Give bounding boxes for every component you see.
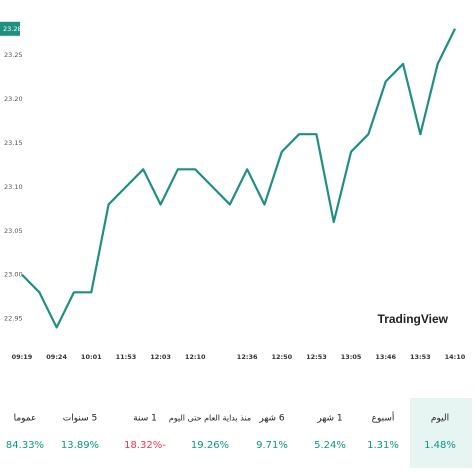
y-tick-label: 23.05 bbox=[4, 227, 23, 235]
period-label: منذ بداية العام حتى اليوم bbox=[169, 414, 251, 423]
x-tick-label: 12:50 bbox=[271, 353, 292, 361]
y-tick-label: 22.95 bbox=[4, 315, 23, 323]
period-value: 19.26% bbox=[191, 440, 229, 451]
x-tick-label: 09:19 bbox=[12, 353, 33, 361]
period-value: 9.71% bbox=[256, 440, 288, 451]
period-value: 18.32%- bbox=[124, 440, 166, 451]
period-value: 5.24% bbox=[314, 440, 346, 451]
period-value: 84.33% bbox=[6, 440, 44, 451]
x-tick-label: 13:53 bbox=[410, 353, 431, 361]
x-tick-label: 12:03 bbox=[150, 353, 171, 361]
price-line bbox=[21, 28, 456, 329]
y-tick-label: 23.10 bbox=[4, 183, 23, 191]
period-value: 1.48% bbox=[424, 440, 456, 451]
period-label: 1 شهر bbox=[316, 414, 342, 424]
period-value: 13.89% bbox=[61, 440, 99, 451]
period-label: 6 شهر bbox=[258, 414, 285, 424]
period-label: عموما bbox=[14, 414, 37, 424]
x-tick-label: 12:36 bbox=[237, 353, 258, 361]
period-label: اليوم bbox=[431, 414, 449, 424]
period-label: 1 سنة bbox=[133, 414, 157, 424]
x-tick-label: 12:53 bbox=[306, 353, 327, 361]
x-tick-label: 13:05 bbox=[341, 353, 362, 361]
x-tick-label: 09:24 bbox=[46, 353, 67, 361]
x-tick-label: 13:46 bbox=[375, 353, 396, 361]
period-value: 1.31% bbox=[367, 440, 399, 451]
y-tick-label: 23.00 bbox=[4, 271, 23, 279]
last-value-label: 23.28 bbox=[3, 25, 22, 33]
x-tick-label: 12:10 bbox=[185, 353, 206, 361]
period-label: 5 سنوات bbox=[63, 414, 97, 424]
watermark: TradingView bbox=[378, 312, 449, 326]
selected-period bbox=[410, 398, 472, 468]
x-tick-label: 11:53 bbox=[116, 353, 137, 361]
y-tick-label: 23.20 bbox=[4, 95, 23, 103]
x-tick-label: 10:01 bbox=[81, 353, 102, 361]
last-value-tag bbox=[0, 21, 20, 36]
x-tick-label: 14:10 bbox=[445, 353, 466, 361]
y-tick-label: 23.25 bbox=[4, 51, 23, 59]
period-label: أسبوع bbox=[372, 412, 395, 424]
y-tick-label: 23.15 bbox=[4, 139, 23, 147]
